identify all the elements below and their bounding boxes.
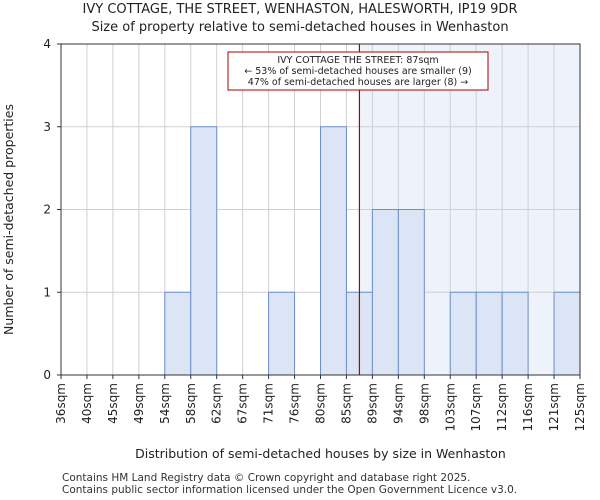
bar [320, 126, 347, 376]
annotation-line-2: ← 53% of semi-detached houses are smalle… [244, 66, 472, 77]
histogram-chart: 0 1 2 3 4 36sqm 40sqm 45sqm 49sqm 54sqm 58sqm 62sq… [1, 37, 587, 461]
bar [449, 291, 477, 376]
x-tick-label: 54sqm [158, 383, 172, 424]
x-tick-label: 58sqm [184, 383, 198, 424]
x-tick-label: 121sqm [547, 383, 561, 431]
x-tick-label: 62sqm [210, 383, 224, 424]
x-axis-label: Distribution of semi-detached houses by … [135, 446, 506, 461]
x-tick-label: 107sqm [469, 383, 483, 431]
x-tick-label: 71sqm [262, 383, 276, 424]
annotation-line-3: 47% of semi-detached houses are larger (… [248, 77, 468, 88]
bar [397, 209, 425, 376]
bar [164, 291, 192, 376]
x-tick-label: 125sqm [573, 383, 587, 431]
x-axis-ticks: 36sqm 40sqm 45sqm 49sqm 54sqm 58sqm 62sqm 67sqm… [54, 375, 587, 431]
x-tick-label: 85sqm [339, 383, 353, 424]
bar [553, 291, 581, 376]
x-tick-label: 112sqm [495, 383, 509, 431]
x-tick-label: 116sqm [521, 383, 535, 431]
x-tick-label: 36sqm [54, 383, 68, 424]
x-tick-label: 94sqm [391, 383, 405, 424]
y-axis-label: Number of semi-detached properties [1, 104, 16, 335]
y-tick-label: 2 [43, 203, 51, 217]
y-tick-label: 1 [43, 285, 51, 299]
chart-subtitle: Size of property relative to semi-detach… [91, 20, 509, 35]
bars-group [164, 126, 581, 376]
annotation-frame [227, 51, 489, 91]
chart-title: IVY COTTAGE, THE STREET, WENHASTON, HALE… [82, 2, 518, 17]
bar [190, 126, 218, 376]
x-tick-label: 98sqm [417, 383, 431, 424]
bar [371, 209, 399, 376]
x-tick-label: 67sqm [236, 383, 250, 424]
y-tick-label: 3 [43, 120, 51, 134]
annotation-line-1: IVY COTTAGE THE STREET: 87sqm [277, 55, 438, 66]
x-tick-label: 89sqm [365, 383, 379, 424]
footer-line-2: Contains public sector information licen… [62, 484, 518, 496]
x-tick-label: 40sqm [80, 383, 94, 424]
y-tick-label: 4 [43, 37, 51, 51]
y-axis-ticks: 0 1 2 3 4 [43, 37, 61, 382]
bar [268, 291, 296, 376]
x-tick-label: 103sqm [443, 383, 457, 431]
x-tick-label: 80sqm [314, 383, 328, 424]
footer-line-1: Contains HM Land Registry data © Crown c… [62, 472, 471, 484]
x-tick-label: 76sqm [288, 383, 302, 424]
bar [501, 291, 529, 376]
x-tick-label: 49sqm [132, 383, 146, 424]
bar [475, 291, 503, 376]
annotation-box: IVY COTTAGE THE STREET: 87sqm ← 53% of s… [227, 51, 489, 91]
x-tick-label: 45sqm [106, 383, 120, 424]
y-tick-label: 0 [43, 368, 51, 382]
